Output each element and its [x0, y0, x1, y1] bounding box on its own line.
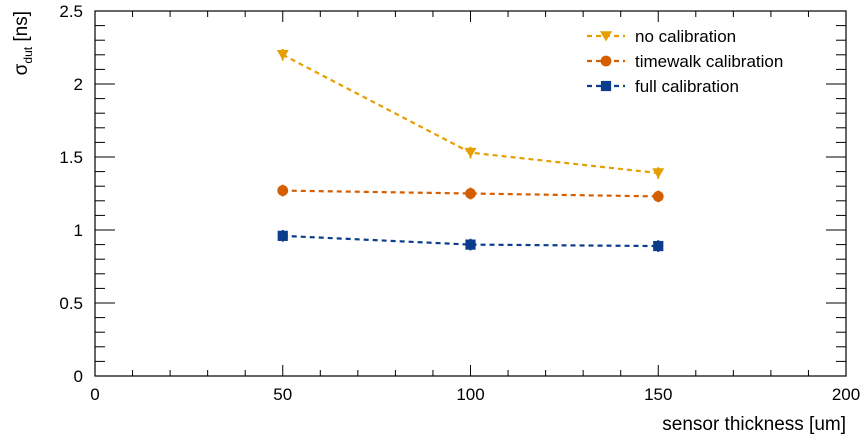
y-tick-label: 0 — [74, 367, 83, 386]
y-axis-title-main: σ — [11, 63, 32, 75]
y-tick-label: 0.5 — [59, 294, 83, 313]
y-axis-title-text: σdut [ns] — [11, 11, 35, 75]
data-point — [600, 55, 612, 67]
data-point — [277, 230, 288, 241]
x-tick-label: 150 — [644, 385, 672, 404]
y-tick-label: 1.5 — [59, 148, 83, 167]
x-tick-label: 50 — [273, 385, 292, 404]
data-point — [600, 31, 612, 42]
y-tick-label: 2 — [74, 75, 83, 94]
data-point — [276, 50, 289, 61]
x-tick-label: 0 — [90, 385, 99, 404]
data-point — [652, 191, 664, 202]
legend-label: no calibration — [635, 27, 736, 46]
x-axis-title: sensor thickness [um] — [662, 414, 846, 435]
y-axis-title-sub: dut — [21, 46, 35, 63]
series-timewalk-calibration — [277, 184, 664, 203]
legend-entry: timewalk calibration — [587, 52, 783, 71]
legend-entry: no calibration — [587, 27, 736, 46]
y-axis-title-unit: [ns] — [11, 11, 32, 42]
series-layer — [276, 48, 665, 252]
data-point — [652, 168, 665, 179]
data-point — [465, 239, 476, 250]
legend-label: full calibration — [635, 77, 739, 96]
legend-entry: full calibration — [587, 77, 739, 96]
data-point — [653, 240, 664, 252]
plot-frame — [94, 10, 847, 377]
legend: no calibration timewalk calibration full c… — [587, 27, 783, 96]
data-point — [600, 80, 612, 92]
tick-labels-layer: 0 50 100 150 200 0 0.5 1 1.5 2 2.5 — [59, 2, 860, 404]
y-tick-label: 2.5 — [59, 2, 83, 21]
x-tick-label: 200 — [832, 385, 860, 404]
data-point — [464, 147, 477, 159]
ticks-layer — [94, 10, 847, 377]
x-tick-label: 100 — [456, 385, 484, 404]
y-axis-title: σdut [ns] — [11, 11, 35, 75]
legend-label: timewalk calibration — [635, 52, 783, 71]
y-tick-label: 1 — [74, 221, 83, 240]
series-full-calibration — [277, 230, 664, 252]
data-point — [465, 188, 476, 199]
series-no-calibration — [276, 48, 665, 179]
data-point — [277, 185, 289, 196]
